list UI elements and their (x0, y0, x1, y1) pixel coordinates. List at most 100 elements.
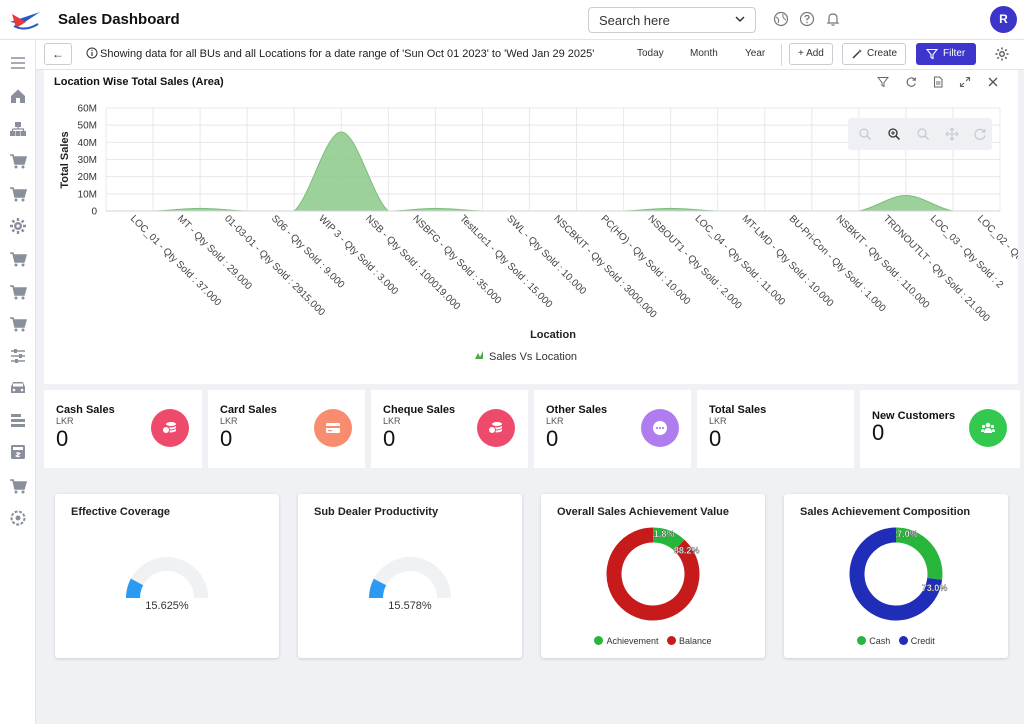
funnel-icon (926, 48, 938, 60)
add-button[interactable]: + Add (789, 43, 833, 65)
gear-icon[interactable] (9, 217, 27, 235)
settings-flower-icon[interactable] (9, 509, 27, 527)
legend-item[interactable]: Achievement (594, 636, 658, 646)
back-button[interactable]: ← (44, 43, 72, 65)
donut-slice-label: 73.0% (922, 583, 948, 593)
period-month[interactable]: Month (690, 48, 718, 59)
donut-legend: Achievement Balance (541, 636, 765, 646)
coins-icon (151, 409, 189, 447)
gauge-value: 15.578% (388, 600, 432, 612)
x-tick-label: WIP 3 - Qty Sold : 3.000 (316, 213, 400, 297)
donut-chart[interactable]: 11.8%88.2% (541, 494, 765, 658)
donut-chart[interactable]: 27.0% 73.0% (784, 494, 1008, 658)
x-tick-label: TestLoc1 - Qty Sold : 15.000 (457, 213, 554, 310)
search-dropdown[interactable]: Search here (588, 7, 756, 33)
area-chart[interactable]: 0 10M 20M 30M 40M 50M 60M LOC_01 - Qty Sold : 3… (44, 70, 1018, 384)
document-icon[interactable] (932, 76, 944, 88)
gauge-chart (369, 557, 451, 599)
help-icon[interactable] (799, 11, 815, 27)
donut-legend: Cash Credit (784, 636, 1008, 646)
date-range-info: Showing data for all BUs and all Locatio… (100, 48, 595, 60)
filter-bar: ← Showing data for all BUs and all Locat… (36, 40, 1024, 70)
settings-gear-icon[interactable] (994, 46, 1010, 62)
stack-icon[interactable] (9, 411, 27, 429)
kpi-currency: LKR (709, 416, 727, 426)
menu-icon[interactable] (9, 54, 27, 72)
reset-icon[interactable] (973, 127, 987, 141)
kpi-cheque-sales[interactable]: Cheque Sales LKR 0 (371, 390, 528, 468)
y-axis-title: Total Sales (59, 131, 71, 188)
kpi-cash-sales[interactable]: Cash Sales LKR 0 (44, 390, 202, 468)
chart-zoom-toolbar (848, 118, 992, 150)
legend-item[interactable]: Balance (667, 636, 712, 646)
legend-label: Cash (869, 636, 891, 646)
kpi-title: Cash Sales (56, 404, 115, 416)
kpi-other-sales[interactable]: Other Sales LKR 0 (534, 390, 691, 468)
donut-slice[interactable] (849, 527, 943, 621)
y-tick-label: 0 (91, 207, 97, 218)
x-axis-title: Location (530, 329, 576, 341)
x-tick-label: NSB - Qty Sold : 100019.000 (363, 213, 462, 312)
kpi-title: Card Sales (220, 404, 277, 416)
legend-item[interactable]: Cash (857, 636, 890, 646)
period-year[interactable]: Year (745, 48, 766, 59)
gauge-track (126, 557, 208, 599)
org-icon[interactable] (9, 120, 27, 138)
kpi-title: Total Sales (709, 404, 767, 416)
kpi-new-customers[interactable]: New Customers 0 (860, 390, 1020, 468)
x-tick-label: 01-03-01 - Qty Sold : 2915.000 (222, 213, 327, 318)
refresh-icon[interactable] (905, 76, 917, 88)
y-tick-label: 10M (78, 189, 97, 200)
donut-slice[interactable] (606, 527, 700, 621)
kpi-card-sales[interactable]: Card Sales LKR 0 (208, 390, 365, 468)
home-icon[interactable] (9, 87, 27, 105)
gauge-value: 15.625% (145, 600, 189, 612)
zoom-reset-icon[interactable] (916, 127, 930, 141)
gauge-fill (126, 578, 144, 599)
cart-icon[interactable] (9, 152, 27, 170)
globe-icon[interactable] (773, 11, 789, 27)
period-today[interactable]: Today (637, 48, 664, 59)
cash-register-icon[interactable] (9, 443, 27, 461)
filter-label: Filter (943, 48, 966, 59)
pan-icon[interactable] (945, 127, 959, 141)
x-tick-label: SWL - Qty Sold : 10.000 (504, 213, 588, 297)
y-tick-label: 20M (78, 172, 97, 183)
zoom-out-icon[interactable] (858, 127, 872, 141)
location-sales-chart-card: 0 10M 20M 30M 40M 50M 60M LOC_01 - Qty Sold : 3… (44, 70, 1018, 384)
filter-button[interactable]: Filter (916, 43, 977, 65)
expand-icon[interactable] (959, 76, 971, 88)
close-icon[interactable] (987, 76, 999, 88)
legend-item[interactable]: Credit (898, 636, 935, 646)
divider (781, 44, 782, 66)
kpi-value: 0 (56, 426, 69, 451)
donut-slice[interactable] (895, 527, 943, 580)
chevron-down-icon (735, 16, 745, 23)
cart-icon[interactable] (9, 283, 27, 301)
kpi-total-sales[interactable]: Total Sales LKR 0 (697, 390, 854, 468)
cart-icon[interactable] (9, 185, 27, 203)
y-tick-label: 60M (78, 104, 97, 115)
chart-legend-item[interactable]: Sales Vs Location (475, 351, 577, 363)
kpi-title: New Customers (872, 410, 956, 422)
gauge-card-sub-dealer-productivity: Sub Dealer Productivity 15.578% (298, 494, 522, 658)
cart-icon[interactable] (9, 477, 27, 495)
zoom-in-icon[interactable] (887, 127, 901, 141)
x-tick-label: NSBKIT - Qty Sold : 110.000 (834, 213, 932, 311)
donut-slice[interactable] (652, 527, 685, 552)
y-tick-label: 40M (78, 138, 97, 149)
company-logo[interactable] (8, 6, 42, 34)
app-title: Sales Dashboard (58, 11, 180, 28)
user-avatar[interactable]: R (990, 6, 1017, 33)
cart-icon[interactable] (9, 315, 27, 333)
kpi-title: Other Sales (546, 404, 608, 416)
funnel-icon[interactable] (877, 76, 889, 88)
kpi-currency: LKR (383, 416, 401, 426)
bell-icon[interactable] (825, 11, 841, 27)
vehicle-icon[interactable] (9, 379, 27, 397)
gauge-title: Effective Coverage (71, 506, 171, 518)
sliders-icon[interactable] (9, 347, 27, 365)
x-tick-label: LOC_01 - Qty Sold : 37.000 (128, 213, 223, 308)
create-button[interactable]: Create (842, 43, 907, 65)
cart-icon[interactable] (9, 250, 27, 268)
